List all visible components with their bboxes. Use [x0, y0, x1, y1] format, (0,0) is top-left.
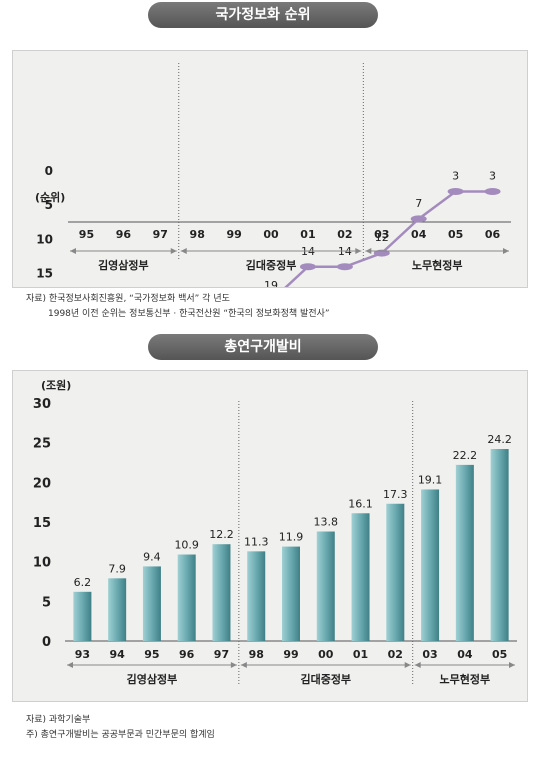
rank-x-tick: 00	[263, 228, 279, 241]
rank-x-tick: 03	[374, 228, 389, 241]
rank-source-line: 자료) 한국정보사회진흥원, “국가정보화 백서” 각 년도	[26, 294, 230, 304]
rank-x-tick: 96	[116, 228, 132, 241]
rnd-x-tick: 93	[75, 648, 90, 661]
rnd-data-label: 16.1	[348, 497, 373, 510]
rnd-bar	[247, 551, 266, 641]
rank-x-tick: 97	[153, 228, 168, 241]
rank-y-tick: 5	[45, 198, 53, 212]
rnd-data-label: 9.4	[143, 550, 161, 563]
rnd-x-tick: 99	[283, 648, 298, 661]
rnd-data-label: 7.9	[108, 562, 126, 575]
rnd-chart-panel: (조원) 0 5 10 15 20 25 30 6.2 93 7.9 94 9.4 95 10.9 96 12.…	[12, 370, 528, 702]
rank-x-tick: 99	[226, 228, 241, 241]
rnd-bar	[142, 566, 161, 641]
rnd-x-tick: 97	[214, 648, 229, 661]
rank-x-tick: 95	[79, 228, 94, 241]
rnd-chart: (조원)0510152025306.2937.9949.49510.99612.…	[33, 378, 517, 686]
rnd-x-tick: 03	[422, 648, 437, 661]
rank-data-label: 12	[375, 231, 389, 244]
rank-data-label: 3	[489, 170, 496, 183]
rnd-data-label: 17.3	[383, 488, 408, 501]
rank-x-tick: 01	[300, 228, 315, 241]
rnd-bar	[316, 531, 335, 641]
rnd-data-label: 19.1	[418, 473, 443, 486]
rnd-x-tick: 05	[492, 648, 507, 661]
rnd-y-tick: 30	[33, 397, 51, 412]
rank-era-label: 김대중정부	[246, 258, 297, 272]
rnd-y-unit: (조원)	[41, 378, 71, 392]
rank-source-note: 1998년 이전 순위는 정보통신부 · 한국전산원 “한국의 정보화정책 발전…	[48, 309, 330, 319]
rnd-bar	[212, 544, 231, 641]
rnd-data-label: 12.2	[209, 528, 234, 541]
rnd-data-label: 24.2	[487, 433, 512, 446]
rnd-data-label: 11.3	[244, 535, 269, 548]
rnd-era-label: 김영삼정부	[127, 672, 178, 686]
rank-era-label: 김영삼정부	[98, 258, 149, 272]
rank-y-tick: 10	[36, 232, 53, 246]
rnd-y-tick: 25	[33, 437, 51, 452]
rnd-data-label: 13.8	[314, 516, 339, 529]
rank-data-label: 20	[153, 286, 167, 287]
rank-chart-title: 국가정보화 순위	[148, 2, 378, 28]
rnd-era-label: 노무현정부	[440, 672, 491, 686]
rnd-y-tick: 0	[42, 635, 51, 650]
rnd-x-tick: 96	[179, 648, 195, 661]
rnd-bar	[73, 591, 92, 641]
rank-point	[336, 263, 353, 271]
rnd-x-tick: 95	[144, 648, 159, 661]
rnd-bar	[108, 578, 127, 641]
rnd-bar	[351, 513, 370, 641]
rnd-x-tick: 01	[353, 648, 368, 661]
rank-series-line	[86, 190, 493, 323]
rank-point	[299, 263, 316, 271]
rnd-bar	[455, 464, 474, 641]
rank-data-label: 7	[415, 197, 422, 210]
rnd-data-label: 11.9	[279, 531, 304, 544]
rnd-y-tick: 10	[33, 556, 51, 571]
rank-x-tick: 05	[448, 228, 463, 241]
rnd-x-tick: 00	[318, 648, 334, 661]
rnd-chart-title: 총연구개발비	[148, 334, 378, 360]
rank-y-unit: (순위)	[35, 191, 65, 204]
rank-data-label: 3	[452, 170, 459, 183]
rnd-source-note: 주) 총연구개발비는 공공부문과 민간부문의 합계임	[26, 730, 215, 740]
rnd-bar	[421, 489, 440, 641]
rank-y-tick: 0	[45, 164, 53, 178]
rnd-x-tick: 04	[457, 648, 473, 661]
rnd-data-label: 10.9	[174, 539, 199, 552]
rnd-source-line: 자료) 과학기술부	[26, 715, 91, 725]
rank-chart: (순위)051015202595969798990001020304050621…	[35, 63, 511, 349]
rank-x-tick: 06	[485, 228, 501, 241]
rnd-data-label: 6.2	[74, 576, 92, 589]
rank-data-label: 19	[264, 279, 278, 287]
rnd-y-tick: 20	[33, 476, 51, 491]
rank-era-label: 노무현정부	[412, 258, 463, 272]
rnd-x-tick: 98	[249, 648, 264, 661]
rnd-bar	[490, 449, 509, 641]
rank-point	[484, 188, 501, 196]
rank-x-tick: 98	[190, 228, 205, 241]
rnd-bar	[386, 503, 405, 641]
rnd-x-tick: 02	[388, 648, 403, 661]
rank-x-tick: 02	[337, 228, 352, 241]
rank-point	[447, 188, 464, 196]
rnd-y-tick: 5	[42, 595, 51, 610]
rank-chart-panel: (순위)051015202595969798990001020304050621…	[12, 50, 528, 349]
rnd-y-tick: 15	[33, 516, 51, 531]
rnd-bar	[282, 546, 300, 641]
rnd-era-label: 김대중정부	[300, 672, 351, 686]
rank-x-tick: 04	[411, 228, 427, 241]
rank-y-tick: 15	[36, 267, 53, 281]
rnd-data-label: 22.2	[453, 449, 478, 462]
rnd-x-tick: 94	[109, 648, 125, 661]
rank-point	[410, 215, 427, 223]
rnd-bar	[177, 554, 196, 641]
